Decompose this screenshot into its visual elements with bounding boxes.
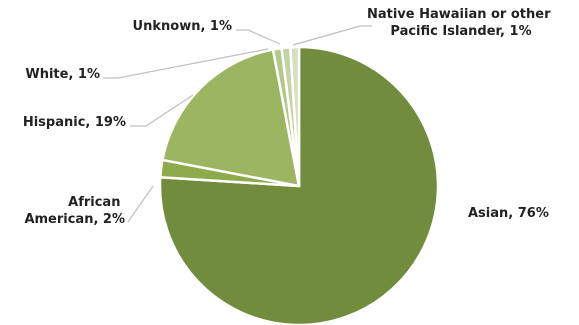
pie-slices — [158, 45, 440, 325]
pie-slice-asian — [158, 45, 440, 325]
label-unknown: Unknown, 1% — [133, 19, 232, 34]
label-native-hawaiian-line-1: Native Hawaiian or other — [367, 7, 551, 22]
leader-line-hispanic — [130, 94, 194, 127]
leader-line-unknown — [236, 29, 281, 45]
label-african-american-line-2: American, 2% — [24, 212, 125, 227]
leader-lines — [103, 25, 372, 223]
label-african-american-line-1: African — [68, 195, 120, 210]
label-white: White, 1% — [25, 67, 100, 82]
pie-slice-hispanic — [161, 48, 301, 188]
label-unknown-line-1: Unknown, 1% — [133, 19, 232, 34]
label-native-hawaiian: Native Hawaiian or other Pacific Islande… — [367, 7, 555, 39]
leader-line-native-hawaiian-or-other-pacific-islander — [292, 25, 372, 46]
label-asian: Asian, 76% — [468, 206, 549, 221]
leader-line-white — [103, 48, 269, 79]
label-hispanic: Hispanic, 19% — [23, 115, 126, 130]
leader-line-african-american — [127, 185, 154, 223]
label-african-american: African American, 2% — [24, 195, 125, 227]
label-native-hawaiian-line-2: Pacific Islander, 1% — [390, 24, 531, 39]
label-hispanic-line-1: Hispanic, 19% — [23, 115, 126, 130]
label-asian-line-1: Asian, 76% — [468, 206, 549, 221]
pie-slice-native-hawaiian-or-other-pacific-islander — [289, 45, 301, 188]
label-white-line-1: White, 1% — [25, 67, 100, 82]
